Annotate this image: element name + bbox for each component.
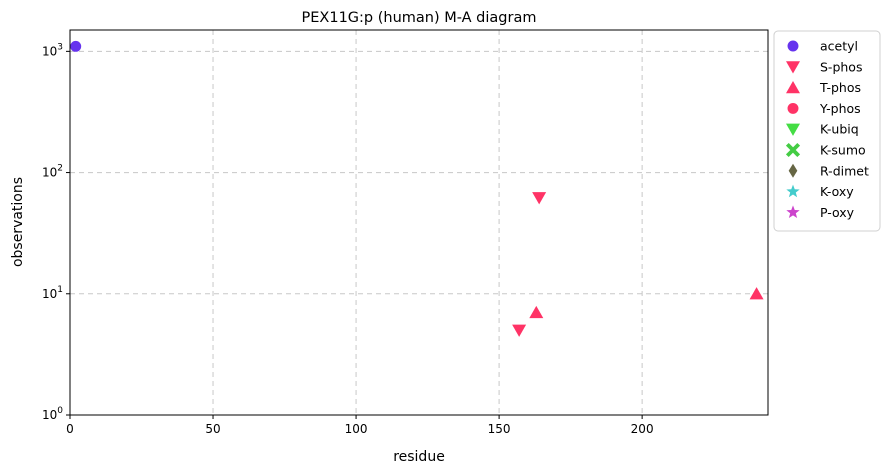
- y-tick-exponent: 1: [57, 285, 63, 295]
- legend-label-k-sumo: K-sumo: [820, 143, 866, 158]
- legend-marker-k-ubiq: [786, 123, 800, 136]
- legend-marker-s-phos: [786, 61, 800, 74]
- y-tick-exponent: 2: [57, 164, 63, 174]
- y-tick-label: 103: [42, 42, 63, 58]
- legend-label-t-phos: T-phos: [819, 80, 861, 95]
- legend-marker-k-sumo: [785, 142, 801, 158]
- plot-frame: [69, 29, 769, 416]
- legend-marker-y-phos: [787, 102, 799, 114]
- y-tick-exponent: 0: [57, 406, 63, 416]
- y-tick-label: 100: [42, 406, 63, 422]
- legend-label-p-oxy: P-oxy: [820, 205, 855, 220]
- x-axis-label: residue: [393, 449, 445, 465]
- legend-label-s-phos: S-phos: [820, 59, 862, 74]
- x-tick-label: 150: [488, 422, 511, 436]
- legend: acetyl S-phos T-phos Y-phos K-ubiq K-sumo R-di…: [773, 30, 881, 232]
- data-point-t-phos: [749, 287, 764, 300]
- grid-lines: [70, 30, 768, 415]
- y-tick-base: 10: [42, 166, 57, 180]
- legend-label-acetyl: acetyl: [820, 39, 858, 54]
- x-axis-ticks: 0 50 100 150 200: [66, 415, 654, 436]
- x-tick-label: 0: [66, 422, 74, 436]
- data-points: [70, 40, 764, 337]
- data-point-s-phos: [532, 192, 547, 205]
- legend-marker-t-phos: [786, 80, 800, 94]
- y-tick-exponent: 3: [57, 42, 63, 52]
- legend-marker-p-oxy: [786, 205, 800, 219]
- data-point-t-phos: [529, 305, 544, 319]
- legend-frame: [773, 30, 881, 232]
- y-tick-label: 102: [42, 164, 63, 180]
- legend-label-k-ubiq: K-ubiq: [820, 122, 859, 137]
- legend-marker-r-dimet: [788, 163, 798, 178]
- x-tick-label: 50: [205, 422, 220, 436]
- x-tick-label: 100: [345, 422, 368, 436]
- x-tick-label: 200: [631, 422, 654, 436]
- chart-title: PEX11G:p (human) M-A diagram: [302, 10, 537, 26]
- y-tick-base: 10: [42, 44, 57, 58]
- y-tick-base: 10: [42, 287, 57, 301]
- legend-marker-acetyl: [787, 40, 799, 52]
- legend-label-r-dimet: R-dimet: [820, 163, 869, 178]
- legend-label-y-phos: Y-phos: [819, 101, 861, 116]
- data-point-s-phos: [512, 324, 527, 337]
- y-axis-label: observations: [10, 177, 26, 267]
- legend-marker-k-oxy: [786, 184, 800, 198]
- y-tick-base: 10: [42, 408, 57, 422]
- legend-label-k-oxy: K-oxy: [820, 184, 854, 199]
- data-point-acetyl: [70, 40, 82, 52]
- y-tick-label: 101: [42, 285, 63, 301]
